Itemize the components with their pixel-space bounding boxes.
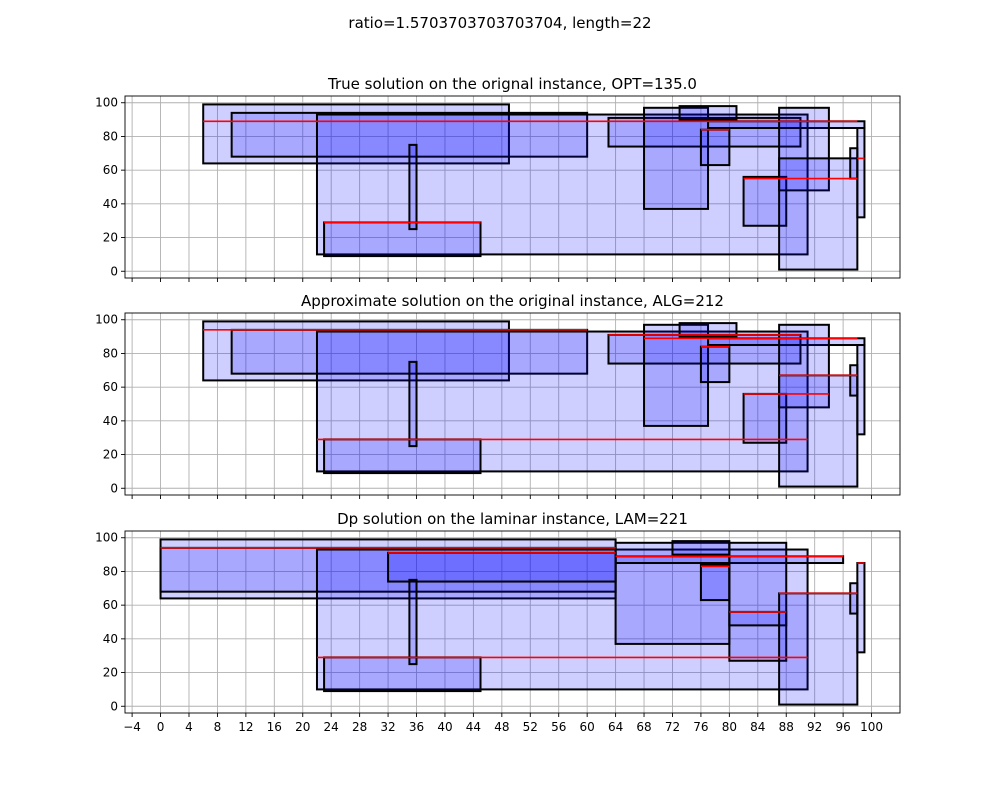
y-tick-label: 100 <box>95 96 118 110</box>
y-tick-label: 100 <box>95 531 118 545</box>
x-tick-label: 16 <box>267 720 282 734</box>
rectangle-5 <box>408 143 418 231</box>
x-tick-label: 76 <box>693 720 708 734</box>
x-tick-label: 60 <box>580 720 595 734</box>
x-tick-label: 92 <box>807 720 822 734</box>
rectangle-11 <box>728 541 788 662</box>
y-tick-label: 40 <box>103 632 118 646</box>
y-tick-label: 40 <box>103 197 118 211</box>
chart-panel-3: Dp solution on the laminar instance, LAM… <box>95 510 901 734</box>
rectangle-10 <box>699 563 731 602</box>
y-tick-label: 40 <box>103 414 118 428</box>
x-tick-label: 64 <box>608 720 623 734</box>
x-tick-label: 4 <box>185 720 193 734</box>
rectangle-7 <box>614 541 731 645</box>
y-tick-label: 60 <box>103 598 118 612</box>
y-tick-label: 0 <box>110 481 118 495</box>
rectangle-14 <box>849 147 859 180</box>
rectangle-15 <box>856 562 866 654</box>
rectangles-group <box>202 320 866 488</box>
y-tick-label: 80 <box>103 129 118 143</box>
rectangles-group <box>159 538 866 706</box>
x-tick-label: 96 <box>835 720 850 734</box>
x-tick-label: 12 <box>238 720 253 734</box>
x-tick-label: 84 <box>750 720 765 734</box>
rectangle-6 <box>408 578 418 666</box>
rectangle-13 <box>778 374 859 488</box>
rectangle-7 <box>643 106 710 210</box>
x-tick-label: 28 <box>352 720 367 734</box>
rectangle-6 <box>607 333 802 365</box>
y-tick-label: 80 <box>103 564 118 578</box>
rectangle-4 <box>323 221 482 258</box>
axes-frame <box>124 95 901 279</box>
y-tick-label: 0 <box>110 699 118 713</box>
y-tick-label: 60 <box>103 163 118 177</box>
y-tick-label: 60 <box>103 380 118 394</box>
chart-panel-2: Approximate solution on the original ins… <box>95 292 901 499</box>
rectangle-3 <box>315 113 809 256</box>
x-tick-label: 32 <box>380 720 395 734</box>
x-tick-label: 72 <box>665 720 680 734</box>
y-tick-label: 20 <box>103 448 118 462</box>
y-tick-label: 20 <box>103 231 118 245</box>
rectangle-3 <box>315 330 809 473</box>
y-tick-label: 0 <box>110 264 118 278</box>
rectangle-15 <box>856 344 866 436</box>
x-tick-label: 100 <box>860 720 883 734</box>
rectangle-8 <box>671 540 731 556</box>
y-tick-label: 20 <box>103 666 118 680</box>
rectangle-6 <box>607 116 802 148</box>
y-tick-label: 80 <box>103 346 118 360</box>
rectangle-14 <box>849 364 859 397</box>
rectangle-4 <box>323 656 482 693</box>
axes-frame <box>124 530 901 714</box>
rectangle-8 <box>678 105 738 121</box>
x-tick-label: 20 <box>295 720 310 734</box>
x-tick-label: 52 <box>523 720 538 734</box>
rectangle-13 <box>778 592 859 706</box>
chart-title: Approximate solution on the original ins… <box>301 292 724 310</box>
x-tick-label: 40 <box>437 720 452 734</box>
rectangle-5 <box>408 360 418 448</box>
rectangle-8 <box>678 322 738 338</box>
rectangle-9 <box>699 345 731 384</box>
x-tick-label: 48 <box>494 720 509 734</box>
x-tick-label: 44 <box>466 720 481 734</box>
rectangle-4 <box>323 438 482 475</box>
x-tick-label: 24 <box>324 720 339 734</box>
x-tick-label: 88 <box>779 720 794 734</box>
chart-panel-1: True solution on the orignal instance, O… <box>95 75 901 282</box>
rectangle-5 <box>387 551 617 583</box>
rectangle-7 <box>643 323 710 427</box>
chart-title: Dp solution on the laminar instance, LAM… <box>337 510 688 528</box>
x-tick-label: 8 <box>214 720 222 734</box>
x-tick-label: −4 <box>123 720 141 734</box>
x-tick-label: 68 <box>636 720 651 734</box>
rectangle-15 <box>856 127 866 219</box>
rectangle-3 <box>315 548 809 691</box>
y-tick-label: 100 <box>95 313 118 327</box>
axes-container: True solution on the orignal instance, O… <box>95 75 901 734</box>
rectangle-14 <box>849 582 859 615</box>
rectangle-9 <box>699 128 731 167</box>
figure-suptitle: ratio=1.5703703703703704, length=22 <box>348 14 651 32</box>
rectangle-12 <box>728 610 788 627</box>
x-tick-label: 36 <box>409 720 424 734</box>
chart-title: True solution on the orignal instance, O… <box>327 75 697 93</box>
rectangle-13 <box>778 157 859 271</box>
axes-frame <box>124 312 901 496</box>
rectangles-group <box>202 103 866 271</box>
x-tick-label: 56 <box>551 720 566 734</box>
x-tick-label: 0 <box>157 720 165 734</box>
x-tick-label: 80 <box>722 720 737 734</box>
